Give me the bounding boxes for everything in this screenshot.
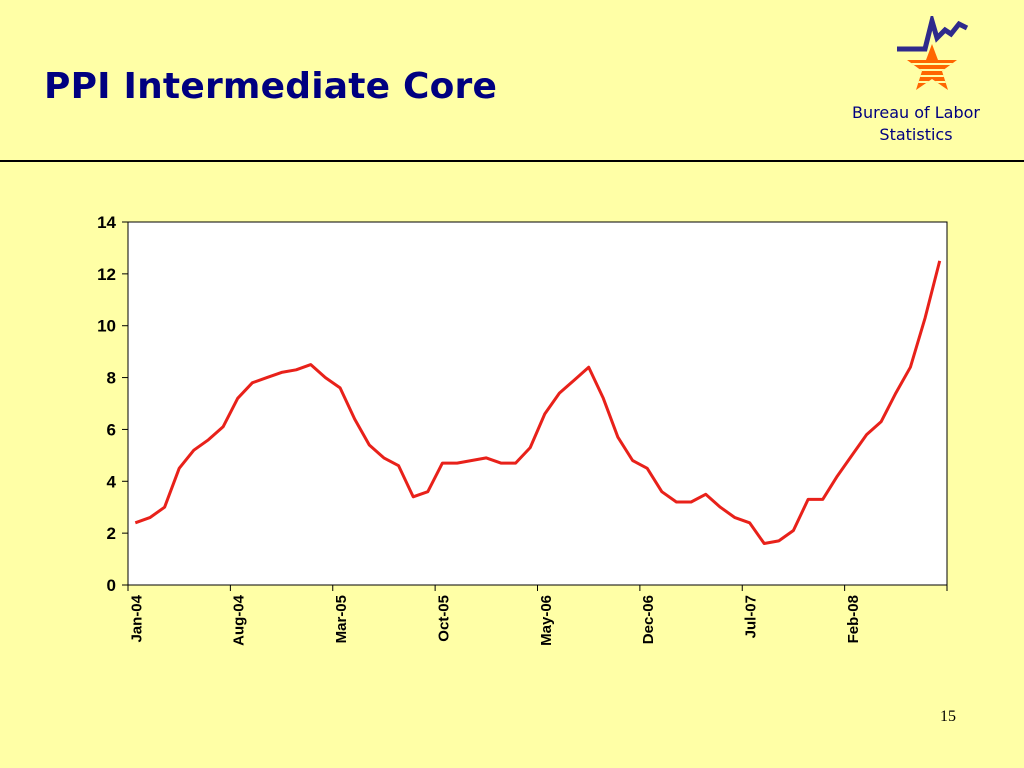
series-line: [134, 260, 942, 545]
y-tick-label: 0: [107, 576, 116, 595]
y-tick-label: 2: [107, 524, 116, 543]
x-tick-label: May-06: [538, 595, 555, 646]
title-divider: [0, 160, 1024, 162]
plot-area: [127, 221, 948, 586]
logo-text-line2: Statistics: [879, 125, 953, 144]
x-tick-label: Aug-04: [231, 594, 248, 645]
y-tick-label: 4: [107, 472, 117, 491]
y-tick-label: 6: [107, 420, 116, 439]
logo-text: Bureau of Labor Statistics: [846, 102, 986, 146]
x-tick-label: Dec-06: [640, 595, 657, 644]
y-axis: 0 2 4 6 8 10 12 14: [97, 213, 128, 595]
y-tick-label: 8: [107, 369, 116, 388]
slide-title: PPI Intermediate Core: [44, 66, 498, 107]
x-tick-label: Mar-05: [333, 595, 350, 643]
y-tick-label: 14: [97, 213, 116, 232]
y-tick-label: 10: [97, 317, 116, 336]
y-tick-label: 12: [97, 265, 116, 284]
x-axis: Jan-04 Aug-04 Mar-05 Oct-05 May-06 Dec-06 Jul-…: [127, 585, 948, 646]
x-tick-label: Jan-04: [128, 594, 145, 642]
bls-logo-icon: [897, 16, 969, 90]
page-number: 15: [940, 708, 956, 725]
x-tick-label: Jul-07: [743, 595, 760, 638]
x-tick-label: Feb-08: [845, 595, 862, 643]
logo-text-line1: Bureau of Labor: [852, 103, 980, 122]
x-tick-label: Oct-05: [435, 595, 452, 642]
